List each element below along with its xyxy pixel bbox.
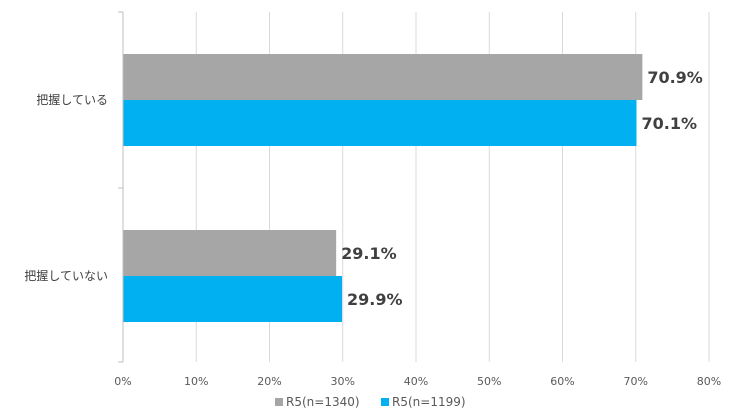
bars xyxy=(123,54,643,322)
x-tick-label-3: 30% xyxy=(331,375,355,388)
x-tick-label-7: 70% xyxy=(624,375,648,388)
x-tick-label-5: 50% xyxy=(477,375,501,388)
x-tick-label-2: 20% xyxy=(257,375,281,388)
bar-0-1 xyxy=(123,100,637,146)
x-tick-label-6: 60% xyxy=(550,375,574,388)
legend: R5(n=1340) R5(n=1199) xyxy=(275,395,466,409)
bar-1-1 xyxy=(123,276,343,322)
x-tick-label-1: 10% xyxy=(184,375,208,388)
x-tick-label-4: 40% xyxy=(404,375,428,388)
legend-label-0: R5(n=1340) xyxy=(286,395,360,409)
category-axis xyxy=(118,11,124,363)
category-label-0: 把握している xyxy=(36,92,108,107)
bar-0-0 xyxy=(123,54,643,100)
data-label-0-1: 70.1% xyxy=(641,114,697,133)
x-tick-labels: 0% 10% 20% 30% 40% 50% 60% 70% 80% xyxy=(114,375,721,388)
legend-label-1: R5(n=1199) xyxy=(392,395,466,409)
x-tick-label-8: 80% xyxy=(697,375,721,388)
legend-swatch-1 xyxy=(381,398,389,406)
bar-1-0 xyxy=(123,230,337,276)
data-label-1-1: 29.9% xyxy=(347,290,403,309)
data-labels: 70.9% 70.1% 29.1% 29.9% xyxy=(341,68,703,309)
x-tick-label-0: 0% xyxy=(114,375,131,388)
legend-swatch-0 xyxy=(275,398,283,406)
data-label-0-0: 70.9% xyxy=(647,68,703,87)
data-label-1-0: 29.1% xyxy=(341,244,397,263)
category-label-1: 把握していない xyxy=(24,268,108,283)
